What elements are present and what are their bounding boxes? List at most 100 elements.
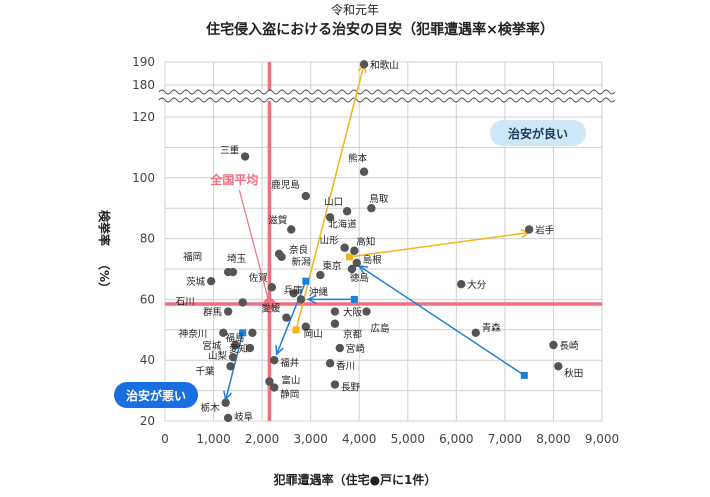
y-axis-label-text: 検挙率 bbox=[97, 210, 112, 246]
point-label: 山口 bbox=[324, 197, 343, 208]
data-point bbox=[471, 328, 480, 338]
point-label: 岡山 bbox=[304, 329, 323, 340]
data-point bbox=[359, 60, 369, 69]
point-label: 福岡 bbox=[183, 251, 202, 263]
point-label: 鹿児島 bbox=[271, 179, 300, 191]
point-label: 秋田 bbox=[564, 367, 583, 379]
data-point bbox=[245, 343, 255, 353]
point-label: 北海道 bbox=[328, 218, 357, 230]
arrow-head bbox=[275, 345, 284, 356]
data-point bbox=[352, 258, 361, 268]
point-label: 岩手 bbox=[535, 224, 555, 236]
y-tick-label: 80 bbox=[140, 232, 155, 246]
x-axis-label: 犯罪遭遇率（住宅●戸に1件） bbox=[273, 472, 437, 487]
data-point bbox=[335, 343, 344, 353]
x-tick-label: 6,000 bbox=[439, 432, 473, 446]
point-label: 鳥取 bbox=[369, 193, 389, 205]
point-label: 青森 bbox=[482, 322, 502, 334]
y-tick-label: 120 bbox=[132, 110, 155, 124]
data-point bbox=[238, 298, 247, 307]
ticks: 0 1,000 2,000 3,000 4,000 5,000 6,000 7,000 8,00… bbox=[132, 55, 619, 446]
data-point bbox=[325, 213, 335, 222]
data-point bbox=[330, 380, 340, 389]
data-point bbox=[367, 204, 376, 213]
chart-title: 住宅侵入盗における治安の目安（犯罪遭遇率×検挙率） bbox=[206, 21, 554, 38]
average-leader-line bbox=[238, 189, 270, 305]
data-point bbox=[524, 225, 534, 234]
data-point bbox=[231, 340, 240, 350]
data-point bbox=[270, 356, 279, 365]
point-label: 京都 bbox=[343, 329, 363, 341]
points bbox=[206, 60, 563, 423]
point-label: 山梨 bbox=[208, 350, 228, 362]
arrow-shaft bbox=[275, 280, 307, 355]
data-point bbox=[350, 246, 359, 255]
data-point bbox=[206, 276, 216, 286]
data-point bbox=[325, 359, 335, 368]
data-point bbox=[221, 398, 230, 407]
y-tick-label: 100 bbox=[132, 171, 155, 185]
arrows bbox=[223, 62, 531, 402]
point-label: 沖縄 bbox=[309, 286, 329, 298]
y-tick-label: 20 bbox=[140, 414, 155, 428]
data-point bbox=[277, 252, 286, 262]
y-tick-label: 40 bbox=[140, 353, 155, 367]
point-label: 東京 bbox=[322, 260, 341, 272]
point-label: 高知 bbox=[356, 236, 375, 248]
arrow bbox=[306, 294, 358, 304]
x-tick-label: 1,000 bbox=[196, 432, 230, 446]
point-label: 兵庫 bbox=[284, 284, 304, 296]
y-tick-label: 60 bbox=[140, 292, 155, 306]
data-point bbox=[228, 352, 238, 362]
data-point bbox=[330, 307, 340, 316]
x-tick-label: 2,000 bbox=[245, 432, 279, 446]
point-label: 熊本 bbox=[348, 153, 368, 165]
data-point bbox=[289, 289, 298, 298]
point-label: 長崎 bbox=[559, 340, 579, 352]
chart-title-year: 令和元年 bbox=[331, 2, 379, 17]
break-wave-top bbox=[158, 89, 616, 95]
point-label: 香川 bbox=[336, 361, 355, 372]
grid bbox=[164, 61, 603, 422]
data-point bbox=[282, 313, 291, 322]
data-point bbox=[296, 295, 306, 304]
arrow-shaft bbox=[349, 231, 530, 258]
x-tick-label: 0 bbox=[161, 432, 169, 446]
point-label: 和歌山 bbox=[370, 59, 399, 71]
x-tick-label: 4,000 bbox=[342, 432, 376, 446]
point-label: 千葉 bbox=[196, 365, 216, 377]
bad-safety-label: 治安が悪い bbox=[126, 388, 186, 403]
data-point bbox=[267, 283, 277, 292]
point-label: 島根 bbox=[363, 254, 383, 266]
data-point bbox=[554, 362, 563, 371]
data-point bbox=[549, 340, 558, 350]
data-point bbox=[223, 413, 233, 423]
point-label: 福島 bbox=[225, 332, 244, 344]
x-tick-label: 7,000 bbox=[488, 432, 522, 446]
point-label: 佐賀 bbox=[249, 272, 268, 284]
point-label: 富山 bbox=[281, 374, 300, 386]
data-point bbox=[301, 191, 311, 201]
data-point bbox=[316, 270, 325, 280]
point-label: 埼玉 bbox=[227, 253, 247, 265]
point-label: 新潟 bbox=[292, 256, 311, 268]
axis-break bbox=[158, 89, 616, 103]
point-label: 徳島 bbox=[350, 272, 369, 284]
x-tick-label: 8,000 bbox=[536, 432, 570, 446]
point-label: 大分 bbox=[467, 279, 487, 291]
arrow bbox=[275, 277, 310, 356]
point-label: 静岡 bbox=[280, 389, 299, 401]
y-axis-unit: （%） bbox=[97, 258, 112, 294]
point-label: 愛知 bbox=[229, 343, 248, 355]
average-label: 全国平均 bbox=[209, 172, 258, 187]
data-point bbox=[342, 207, 352, 216]
data-point bbox=[228, 267, 238, 277]
x-tick-label: 3,000 bbox=[293, 432, 327, 446]
data-point bbox=[226, 362, 235, 371]
data-point bbox=[270, 383, 279, 392]
arrow bbox=[357, 265, 528, 379]
y-axis-label: 検挙率 （%） bbox=[97, 210, 112, 294]
